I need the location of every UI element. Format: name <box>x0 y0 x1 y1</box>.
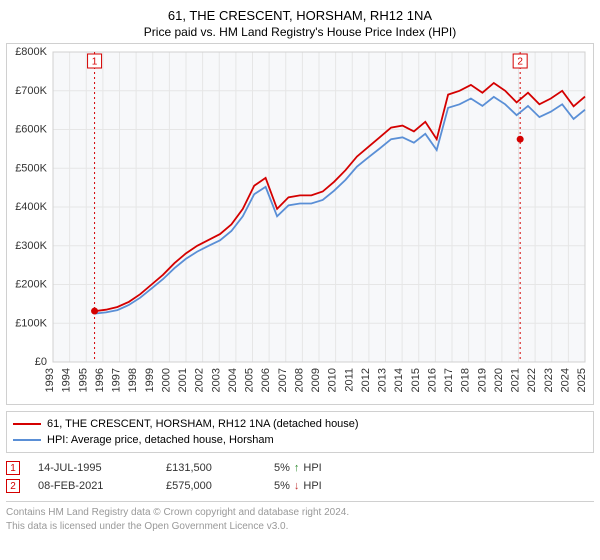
sales-table: 1 14-JUL-1995 £131,500 5%↑HPI 2 08-FEB-2021 £5… <box>6 459 594 502</box>
x-axis-label: 2003 <box>210 368 222 392</box>
x-axis-label: 2012 <box>360 368 372 392</box>
sale-delta: 5%↓HPI <box>274 480 322 492</box>
x-axis-label: 2006 <box>260 368 272 392</box>
legend-swatch <box>13 423 41 425</box>
x-axis-label: 1998 <box>127 368 139 392</box>
y-axis-label: £0 <box>35 356 47 368</box>
page-title: 61, THE CRESCENT, HORSHAM, RH12 1NA <box>6 8 594 23</box>
legend-swatch <box>13 439 41 441</box>
x-axis-label: 2009 <box>310 368 322 392</box>
price-chart: £0 £100K £200K £300K £400K £500K £600K £700K £80… <box>6 43 594 405</box>
x-axis-label: 2022 <box>526 368 538 392</box>
x-axis-label: 2017 <box>443 368 455 392</box>
chart-marker-label: 1 <box>92 57 98 68</box>
y-axis-label: £400K <box>15 201 47 213</box>
x-axis-label: 2021 <box>510 368 522 392</box>
sale-price: £131,500 <box>166 462 256 474</box>
sale-row: 1 14-JUL-1995 £131,500 5%↑HPI <box>6 459 594 477</box>
y-axis-label: £300K <box>15 240 47 252</box>
x-axis-label: 1993 <box>44 368 56 392</box>
x-axis-label: 2002 <box>194 368 206 392</box>
sale-price: £575,000 <box>166 480 256 492</box>
x-axis-label: 2005 <box>244 368 256 392</box>
page-subtitle: Price paid vs. HM Land Registry's House … <box>6 25 594 39</box>
x-axis-label: 2015 <box>410 368 422 392</box>
y-axis-label: £800K <box>15 46 47 58</box>
x-axis-label: 2001 <box>177 368 189 392</box>
attribution-line: Contains HM Land Registry data © Crown c… <box>6 506 594 520</box>
x-axis-label: 1997 <box>111 368 123 392</box>
legend-item: HPI: Average price, detached house, Hors… <box>13 432 587 448</box>
chart-marker-point <box>517 136 524 143</box>
x-axis-label: 1995 <box>77 368 89 392</box>
sale-date: 08-FEB-2021 <box>38 480 148 492</box>
x-axis-label: 2004 <box>227 368 239 392</box>
attribution-text: Contains HM Land Registry data © Crown c… <box>6 506 594 533</box>
x-axis-label: 2014 <box>393 368 405 392</box>
x-axis-label: 1994 <box>61 368 73 392</box>
x-axis-label: 2024 <box>559 368 571 392</box>
legend-item: 61, THE CRESCENT, HORSHAM, RH12 1NA (det… <box>13 416 587 432</box>
legend-label: 61, THE CRESCENT, HORSHAM, RH12 1NA (det… <box>47 418 359 430</box>
x-axis-label: 2025 <box>576 368 588 392</box>
y-axis-label: £600K <box>15 124 47 136</box>
x-axis-label: 1999 <box>144 368 156 392</box>
chart-marker-label: 2 <box>517 57 523 68</box>
chart-marker-point <box>91 308 98 315</box>
x-axis-label: 2023 <box>543 368 555 392</box>
arrow-down-icon: ↓ <box>294 480 300 492</box>
x-axis-label: 2013 <box>377 368 389 392</box>
attribution-line: This data is licensed under the Open Gov… <box>6 520 594 534</box>
y-axis-label: £500K <box>15 162 47 174</box>
x-axis-label: 2018 <box>460 368 472 392</box>
y-axis-label: £700K <box>15 85 47 97</box>
arrow-up-icon: ↑ <box>294 462 300 474</box>
x-axis-label: 1996 <box>94 368 106 392</box>
x-axis-label: 2016 <box>426 368 438 392</box>
x-axis-label: 2000 <box>160 368 172 392</box>
x-axis-label: 2019 <box>476 368 488 392</box>
sale-row: 2 08-FEB-2021 £575,000 5%↓HPI <box>6 477 594 495</box>
x-axis-label: 2011 <box>343 368 355 392</box>
sale-delta: 5%↑HPI <box>274 462 322 474</box>
sale-date: 14-JUL-1995 <box>38 462 148 474</box>
chart-canvas: £0 £100K £200K £300K £400K £500K £600K £700K £80… <box>7 44 593 404</box>
x-axis-label: 2007 <box>277 368 289 392</box>
chart-legend: 61, THE CRESCENT, HORSHAM, RH12 1NA (det… <box>6 411 594 453</box>
x-axis-label: 2010 <box>327 368 339 392</box>
sale-marker: 1 <box>6 461 20 475</box>
x-axis-label: 2008 <box>293 368 305 392</box>
x-axis-label: 2020 <box>493 368 505 392</box>
sale-marker: 2 <box>6 479 20 493</box>
legend-label: HPI: Average price, detached house, Hors… <box>47 434 274 446</box>
y-axis-label: £100K <box>15 317 47 329</box>
y-axis-label: £200K <box>15 279 47 291</box>
